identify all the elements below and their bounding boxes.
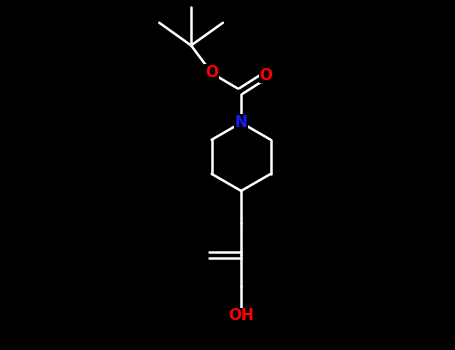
- Text: OH: OH: [228, 308, 254, 323]
- Text: O: O: [260, 68, 273, 83]
- Text: N: N: [235, 115, 248, 130]
- Text: O: O: [205, 65, 218, 80]
